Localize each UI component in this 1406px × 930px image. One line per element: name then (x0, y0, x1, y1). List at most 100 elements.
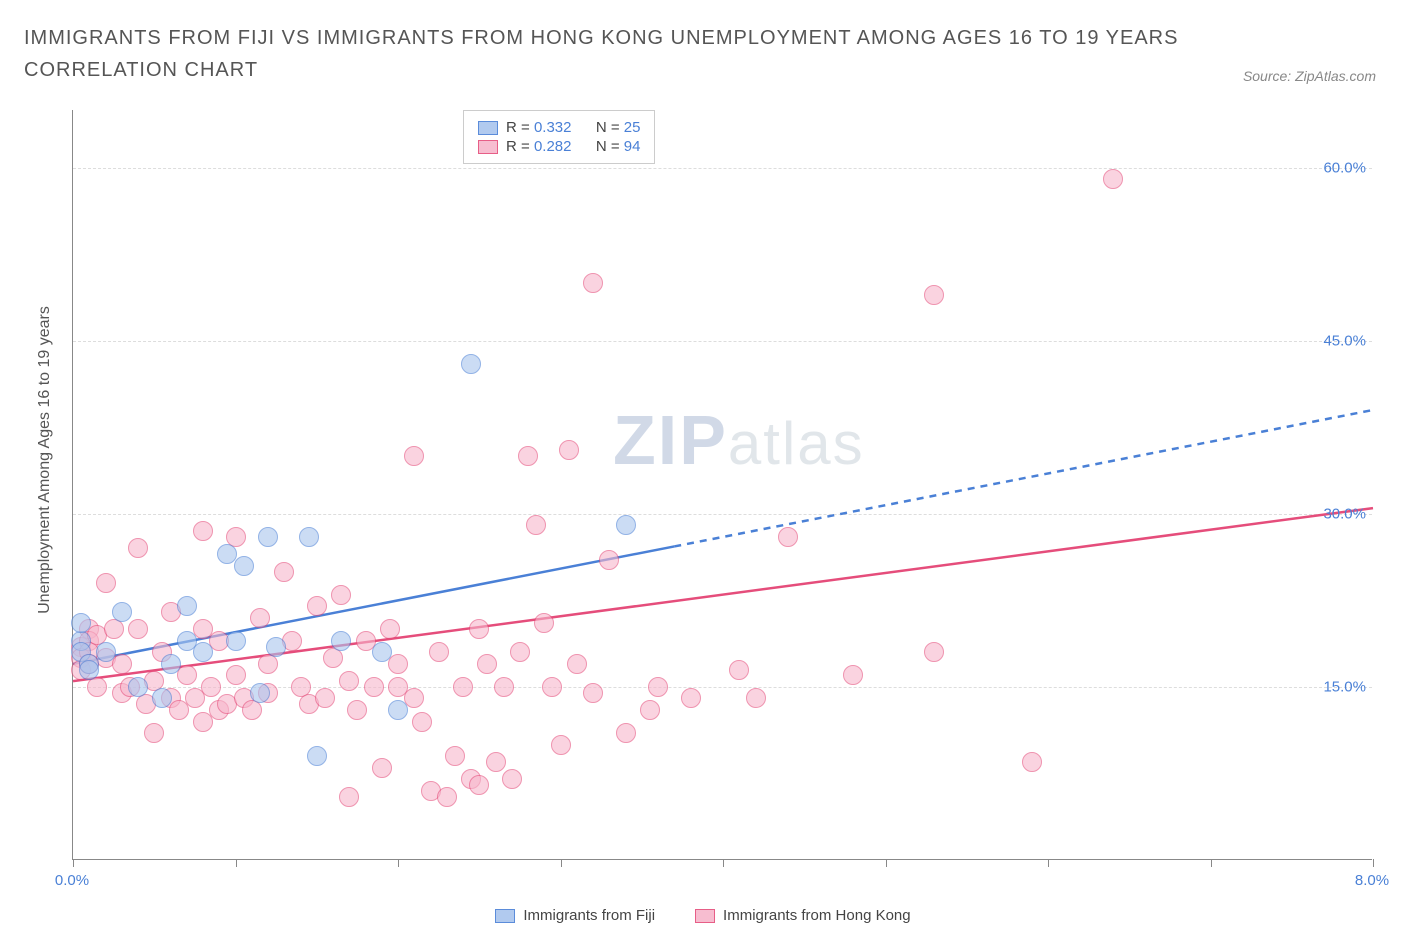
data-point-hong_kong (429, 642, 449, 662)
data-point-fiji (193, 642, 213, 662)
data-point-fiji (461, 354, 481, 374)
bottom-legend: Immigrants from Fiji Immigrants from Hon… (0, 907, 1406, 924)
y-tick-label: 45.0% (1323, 332, 1366, 349)
data-point-hong_kong (144, 723, 164, 743)
legend-item-fiji: Immigrants from Fiji (495, 907, 655, 924)
data-point-hong_kong (778, 527, 798, 547)
swatch-hk (478, 140, 498, 154)
data-point-fiji (372, 642, 392, 662)
data-point-fiji (226, 631, 246, 651)
stats-row-fiji: R = 0.332 N = 25 (478, 119, 640, 136)
data-point-hong_kong (453, 677, 473, 697)
data-point-hong_kong (469, 619, 489, 639)
data-point-hong_kong (616, 723, 636, 743)
x-tick (236, 859, 237, 867)
data-point-hong_kong (339, 671, 359, 691)
data-point-hong_kong (347, 700, 367, 720)
y-axis-label: Unemployment Among Ages 16 to 19 years (36, 306, 54, 614)
trend-lines (73, 110, 1373, 860)
chart-area: ZIPatlas R = 0.332 N = 25 R = 0.282 (72, 110, 1372, 860)
x-tick (73, 859, 74, 867)
data-point-hong_kong (242, 700, 262, 720)
data-point-fiji (234, 556, 254, 576)
stats-legend: R = 0.332 N = 25 R = 0.282 N = 94 (463, 110, 655, 164)
data-point-hong_kong (526, 515, 546, 535)
data-point-hong_kong (924, 642, 944, 662)
data-point-hong_kong (583, 273, 603, 293)
data-point-hong_kong (494, 677, 514, 697)
data-point-hong_kong (502, 769, 522, 789)
data-point-hong_kong (331, 585, 351, 605)
x-tick (723, 859, 724, 867)
data-point-hong_kong (640, 700, 660, 720)
stats-row-hk: R = 0.282 N = 94 (478, 138, 640, 155)
y-tick-label: 15.0% (1323, 678, 1366, 695)
stat-R-fiji: R = 0.332 (506, 119, 572, 136)
x-tick (1048, 859, 1049, 867)
data-point-fiji (299, 527, 319, 547)
data-point-fiji (161, 654, 181, 674)
data-point-hong_kong (510, 642, 530, 662)
data-point-hong_kong (87, 677, 107, 697)
data-point-hong_kong (469, 775, 489, 795)
data-point-hong_kong (1103, 169, 1123, 189)
y-tick-label: 60.0% (1323, 159, 1366, 176)
x-tick (886, 859, 887, 867)
x-tick-label: 8.0% (1355, 872, 1389, 889)
data-point-hong_kong (226, 665, 246, 685)
data-point-hong_kong (445, 746, 465, 766)
data-point-hong_kong (315, 688, 335, 708)
data-point-hong_kong (258, 654, 278, 674)
data-point-hong_kong (372, 758, 392, 778)
data-point-hong_kong (437, 787, 457, 807)
y-tick-label: 30.0% (1323, 505, 1366, 522)
x-tick (561, 859, 562, 867)
data-point-hong_kong (924, 285, 944, 305)
stat-N-hk: N = 94 (596, 138, 641, 155)
data-point-fiji (128, 677, 148, 697)
data-point-hong_kong (551, 735, 571, 755)
data-point-hong_kong (128, 538, 148, 558)
data-point-fiji (79, 660, 99, 680)
legend-label-fiji: Immigrants from Fiji (523, 907, 655, 924)
x-tick (1373, 859, 1374, 867)
data-point-hong_kong (559, 440, 579, 460)
legend-item-hk: Immigrants from Hong Kong (695, 907, 911, 924)
data-point-fiji (388, 700, 408, 720)
data-point-hong_kong (339, 787, 359, 807)
chart-title: IMMIGRANTS FROM FIJI VS IMMIGRANTS FROM … (24, 22, 1206, 86)
data-point-fiji (177, 596, 197, 616)
swatch-hk-bottom (695, 909, 715, 923)
data-point-hong_kong (486, 752, 506, 772)
data-point-fiji (331, 631, 351, 651)
data-point-hong_kong (96, 573, 116, 593)
data-point-fiji (250, 683, 270, 703)
source-label: Source: ZipAtlas.com (1243, 68, 1376, 84)
data-point-hong_kong (307, 596, 327, 616)
data-point-hong_kong (729, 660, 749, 680)
swatch-fiji (478, 121, 498, 135)
data-point-fiji (71, 613, 91, 633)
data-point-hong_kong (477, 654, 497, 674)
data-point-hong_kong (542, 677, 562, 697)
data-point-fiji (616, 515, 636, 535)
stat-N-fiji: N = 25 (596, 119, 641, 136)
data-point-fiji (96, 642, 116, 662)
data-point-hong_kong (201, 677, 221, 697)
data-point-hong_kong (746, 688, 766, 708)
data-point-hong_kong (112, 654, 132, 674)
data-point-hong_kong (323, 648, 343, 668)
data-point-hong_kong (518, 446, 538, 466)
x-tick (1211, 859, 1212, 867)
stat-R-hk: R = 0.282 (506, 138, 572, 155)
data-point-fiji (258, 527, 278, 547)
x-tick (398, 859, 399, 867)
data-point-hong_kong (412, 712, 432, 732)
data-point-hong_kong (843, 665, 863, 685)
data-point-fiji (307, 746, 327, 766)
data-point-hong_kong (380, 619, 400, 639)
data-point-hong_kong (404, 446, 424, 466)
data-point-hong_kong (128, 619, 148, 639)
legend-label-hk: Immigrants from Hong Kong (723, 907, 911, 924)
data-point-fiji (152, 688, 172, 708)
